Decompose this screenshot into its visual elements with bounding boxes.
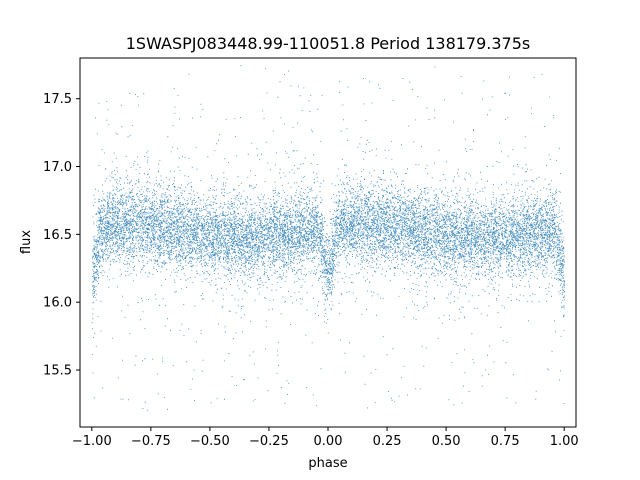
x-tick-label: 0.25 <box>373 434 402 449</box>
x-tick-label: 0.00 <box>314 434 343 449</box>
x-tick-label: −1.00 <box>72 434 112 449</box>
y-tick-label: 16.0 <box>43 296 72 311</box>
x-axis-label: phase <box>308 456 347 471</box>
chart-title: 1SWASPJ083448.99-110051.8 Period 138179.… <box>126 34 531 53</box>
data-points <box>91 65 566 411</box>
y-axis: 15.5 16.0 16.5 17.0 17.5 <box>43 92 80 379</box>
y-axis-label: flux <box>19 230 34 254</box>
x-tick-label: −0.25 <box>249 434 289 449</box>
x-tick-label: −0.75 <box>131 434 171 449</box>
y-tick-label: 17.5 <box>43 92 72 107</box>
scatter-points <box>91 65 566 411</box>
x-tick-label: −0.50 <box>190 434 230 449</box>
x-tick-label: 1.00 <box>550 434 579 449</box>
x-tick-label: 0.75 <box>491 434 520 449</box>
x-tick-label: 0.50 <box>432 434 461 449</box>
y-tick-label: 16.5 <box>43 228 72 243</box>
x-axis: −1.00 −0.75 −0.50 −0.25 0.00 0.25 0.50 0.75 1.00 <box>72 427 579 449</box>
y-tick-label: 17.0 <box>43 160 72 175</box>
y-tick-label: 15.5 <box>43 364 72 379</box>
